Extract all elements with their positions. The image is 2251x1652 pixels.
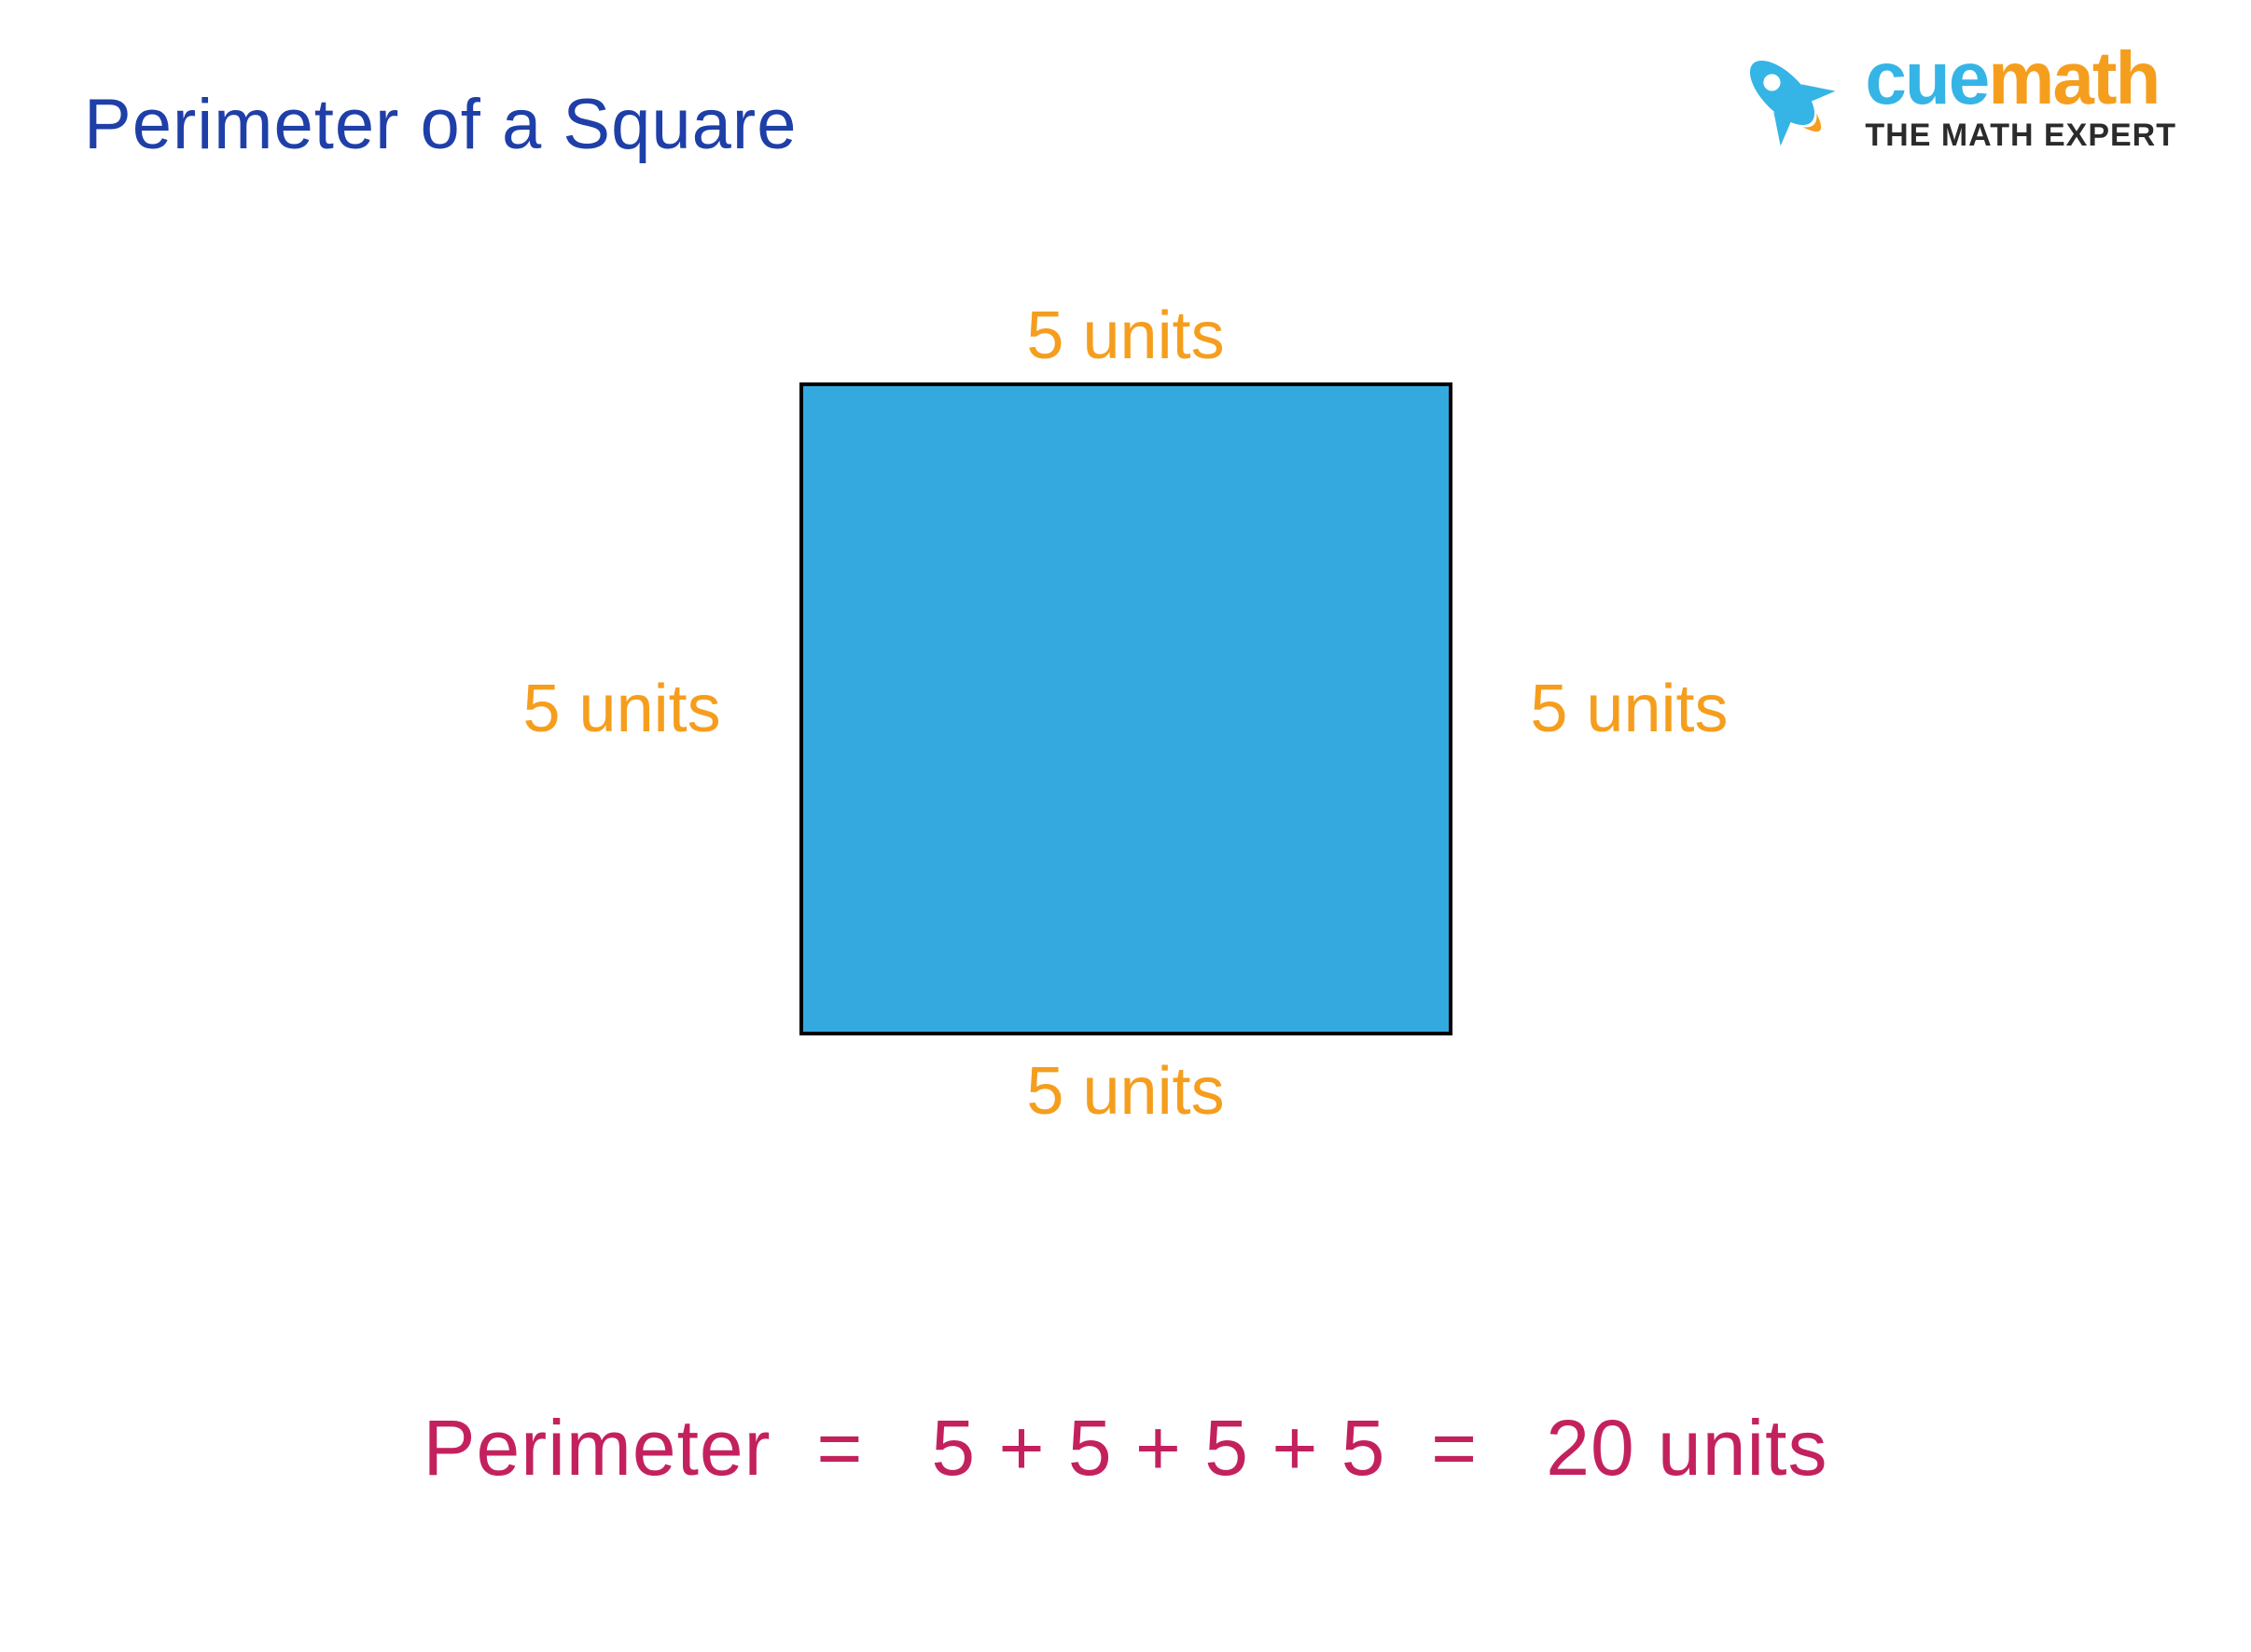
- formula-eq1: [794, 1404, 816, 1492]
- formula-lhs: Perimeter: [424, 1404, 771, 1492]
- side-label-top: 5 units: [1026, 298, 1224, 374]
- side-label-right: 5 units: [1530, 671, 1728, 747]
- brand-suffix: math: [1988, 36, 2159, 119]
- brand-name: cuemath: [1865, 43, 2159, 114]
- formula-eq1b: =: [816, 1404, 863, 1492]
- side-label-bottom: 5 units: [1026, 1053, 1224, 1130]
- formula-terms: 5 + 5 + 5 + 5: [931, 1404, 1385, 1492]
- brand-text: cuemath THE MATH EXPERT: [1865, 43, 2176, 154]
- brand-tagline: THE MATH EXPERT: [1865, 118, 2176, 154]
- formula-result: 20 units: [1546, 1404, 1827, 1492]
- square-diagram: 5 units 5 units 5 units 5 units: [426, 289, 1826, 1129]
- formula-eq2: =: [1431, 1404, 1478, 1492]
- page-title: Perimeter of a Square: [84, 84, 798, 165]
- perimeter-formula: Perimeter = 5 + 5 + 5 + 5 = 20 units: [424, 1403, 1828, 1493]
- brand-logo: cuemath THE MATH EXPERT: [1727, 37, 2176, 159]
- side-label-left: 5 units: [523, 671, 721, 747]
- brand-prefix: cue: [1865, 36, 1988, 119]
- page-canvas: Perimeter of a Square cuemath THE MATH E…: [0, 0, 2251, 1652]
- rocket-icon: [1727, 37, 1848, 159]
- square-shape: 5 units 5 units 5 units 5 units: [799, 382, 1452, 1035]
